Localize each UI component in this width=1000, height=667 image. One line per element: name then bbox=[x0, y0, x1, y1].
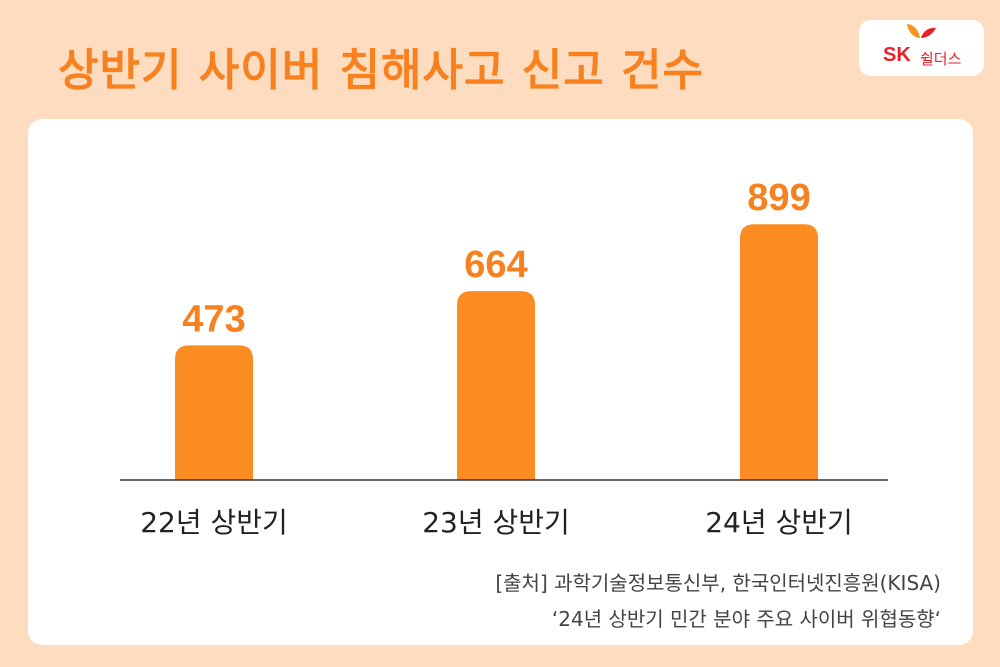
bar-chart: 473 664 899 22년 상반기 23년 상반기 24년 상반기 bbox=[120, 177, 888, 539]
page-title: 상반기 사이버 침해사고 신고 건수 bbox=[58, 45, 704, 96]
source-line-1: [출처] 과학기술정보통신부, 한국인터넷진흥원(KISA) bbox=[495, 571, 941, 595]
bar-3 bbox=[740, 224, 818, 480]
sk-butterfly-icon bbox=[907, 24, 936, 38]
source-line-2: ‘24년 상반기 민간 분야 주요 사이버 위협동향‘ bbox=[551, 607, 941, 631]
value-label-1: 473 bbox=[182, 298, 245, 340]
value-label-2: 664 bbox=[464, 244, 527, 286]
category-label-1: 22년 상반기 bbox=[140, 506, 288, 539]
category-label-2: 23년 상반기 bbox=[422, 506, 570, 539]
category-label-3: 24년 상반기 bbox=[705, 506, 853, 539]
chart-card: 473 664 899 22년 상반기 23년 상반기 24년 상반기 [출처] 과학기… bbox=[28, 119, 973, 645]
bar-2 bbox=[457, 291, 535, 480]
logo-brand-text: SK bbox=[883, 44, 911, 66]
logo-name-text: 쉴더스 bbox=[920, 50, 962, 68]
sk-shieldus-logo: SK 쉴더스 bbox=[859, 20, 984, 76]
value-label-3: 899 bbox=[747, 177, 810, 219]
bar-1 bbox=[175, 345, 253, 480]
